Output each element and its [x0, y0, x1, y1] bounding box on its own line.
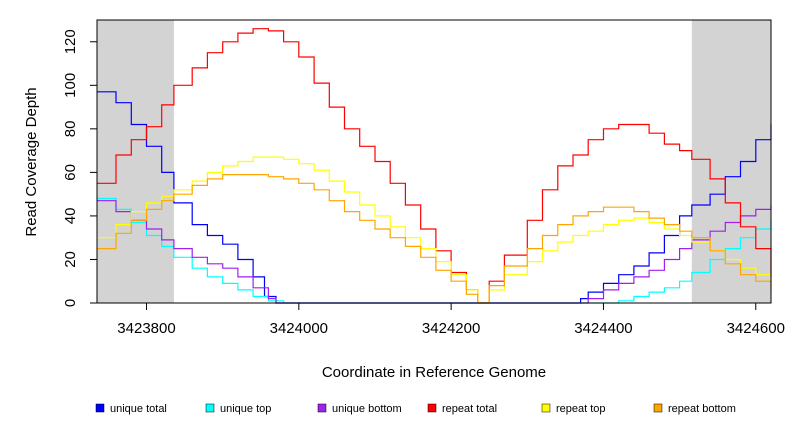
- series-line-repeat-bottom: [97, 174, 772, 304]
- y-tick-label: 40: [62, 208, 79, 225]
- x-axis: 3423800 3424000 3424200 3424400 3424600: [117, 303, 785, 337]
- x-axis-title: Coordinate in Reference Genome: [322, 364, 546, 381]
- y-axis-title: Read Coverage Depth: [23, 87, 40, 236]
- legend-label: unique top: [220, 403, 271, 415]
- x-tick-label: 3423800: [117, 320, 175, 337]
- series-line-repeat-top: [97, 156, 772, 304]
- x-tick-label: 3424400: [574, 320, 632, 337]
- y-tick-label: 0: [62, 299, 79, 307]
- legend-label: repeat total: [442, 403, 497, 415]
- legend-label: unique bottom: [332, 403, 402, 415]
- legend: unique total unique top unique bottom repea…: [95, 403, 736, 415]
- legend-swatch: [541, 403, 551, 413]
- shaded-regions: [97, 20, 771, 303]
- legend-swatch: [205, 403, 215, 413]
- series-line-repeat-total: [97, 28, 772, 304]
- series-lines: [97, 28, 772, 304]
- legend-label: repeat top: [556, 403, 606, 415]
- y-tick-label: 20: [62, 251, 79, 268]
- legend-item-repeat-bottom: repeat bottom: [653, 403, 736, 415]
- y-axis: 0 20 40 60 80 100 120: [62, 29, 97, 307]
- y-tick-label: 100: [62, 73, 79, 98]
- legend-item-unique-total: unique total: [95, 403, 167, 415]
- legend-swatch: [653, 403, 663, 413]
- y-tick-label: 60: [62, 164, 79, 181]
- legend-item-repeat-top: repeat top: [541, 403, 606, 415]
- legend-label: repeat bottom: [668, 403, 736, 415]
- legend-swatch: [317, 403, 327, 413]
- legend-label: unique total: [110, 403, 167, 415]
- y-tick-label: 80: [62, 121, 79, 138]
- x-tick-label: 3424000: [270, 320, 328, 337]
- legend-item-unique-bottom: unique bottom: [317, 403, 402, 415]
- shaded-region-1: [691, 20, 771, 303]
- plot-frame: [96, 19, 772, 304]
- series-line-unique-top: [97, 197, 772, 304]
- y-tick-label: 120: [62, 29, 79, 54]
- legend-swatch: [427, 403, 437, 413]
- legend-item-repeat-total: repeat total: [427, 403, 497, 415]
- x-tick-label: 3424600: [727, 320, 785, 337]
- shaded-region-0: [97, 20, 174, 303]
- series-line-unique-total: [97, 91, 772, 304]
- legend-item-unique-top: unique top: [205, 403, 271, 415]
- x-tick-label: 3424200: [422, 320, 480, 337]
- legend-swatch: [95, 403, 105, 413]
